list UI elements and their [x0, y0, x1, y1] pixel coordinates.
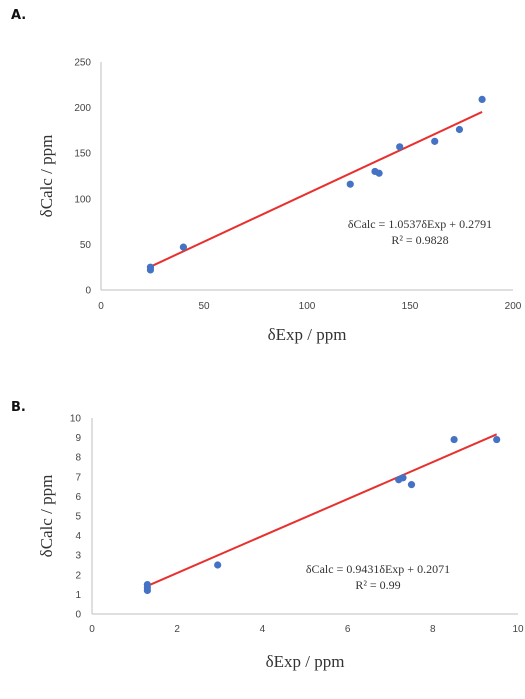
data-point: [399, 474, 407, 482]
data-point: [214, 561, 222, 569]
chart-a: 0 50 100 150 200 0 50 100 150 200 250 δCalc = 1.053…: [37, 58, 522, 345]
data-point: [478, 95, 486, 103]
panel-b-label: B.: [11, 400, 26, 415]
y-tick-label: 2: [75, 570, 81, 581]
y-tick-label: 4: [75, 531, 81, 542]
x-tick-label: 0: [89, 624, 95, 635]
data-point: [493, 435, 501, 444]
r-squared-label: R² = 0.99: [355, 578, 400, 592]
y-tick-label: 5: [75, 512, 81, 523]
y-tick-label: 200: [74, 103, 91, 114]
x-axis-title: δExp / ppm: [266, 652, 345, 671]
x-tick-label: 100: [299, 301, 316, 312]
y-tick-label: 3: [75, 551, 81, 562]
data-point: [146, 263, 155, 271]
data-point: [450, 435, 458, 444]
x-tick-label: 200: [505, 301, 522, 312]
y-tick-label: 10: [70, 414, 82, 425]
x-tick-label: 8: [430, 624, 436, 635]
data-point: [396, 143, 404, 151]
y-tick-label: 8: [75, 453, 81, 464]
data-point: [431, 137, 439, 145]
y-tick-label: 100: [74, 194, 91, 205]
chart-b: 0 2 4 6 8 10 0 1 2 3 4 5 6 7 8 9 10 δCalc = 0.9431δExp + …: [37, 414, 524, 672]
x-tick-label: 50: [198, 301, 210, 312]
trendline: [150, 111, 483, 268]
y-tick-label: 0: [85, 286, 91, 297]
regression-equation: δCalc = 0.9431δExp + 0.2071: [306, 562, 450, 576]
data-point: [143, 581, 151, 589]
x-tick-label: 4: [260, 624, 266, 635]
data-point: [455, 125, 464, 134]
x-tick-label: 2: [174, 624, 180, 635]
y-tick-label: 50: [80, 240, 92, 251]
y-tick-label: 1: [75, 590, 81, 601]
trendline: [146, 433, 498, 587]
y-axis-title: δCalc / ppm: [37, 475, 56, 558]
y-tick-label: 6: [75, 492, 81, 503]
data-point: [179, 243, 187, 251]
panel-a-label: A.: [11, 8, 27, 23]
x-tick-label: 10: [512, 624, 524, 635]
data-point: [407, 481, 416, 489]
y-tick-label: 7: [75, 472, 81, 483]
x-tick-label: 6: [345, 624, 351, 635]
y-tick-label: 0: [75, 610, 81, 621]
y-axis-title: δCalc / ppm: [37, 135, 56, 218]
x-axis-title: δExp / ppm: [268, 325, 347, 344]
regression-equation: δCalc = 1.0537δExp + 0.2791: [348, 217, 492, 231]
x-tick-label: 0: [98, 301, 104, 312]
y-tick-label: 150: [74, 149, 91, 160]
data-point: [375, 169, 383, 177]
y-tick-label: 9: [75, 433, 81, 444]
r-squared-label: R² = 0.9828: [391, 233, 448, 247]
data-point: [346, 180, 354, 188]
y-tick-label: 250: [74, 58, 91, 69]
x-tick-label: 150: [402, 301, 419, 312]
